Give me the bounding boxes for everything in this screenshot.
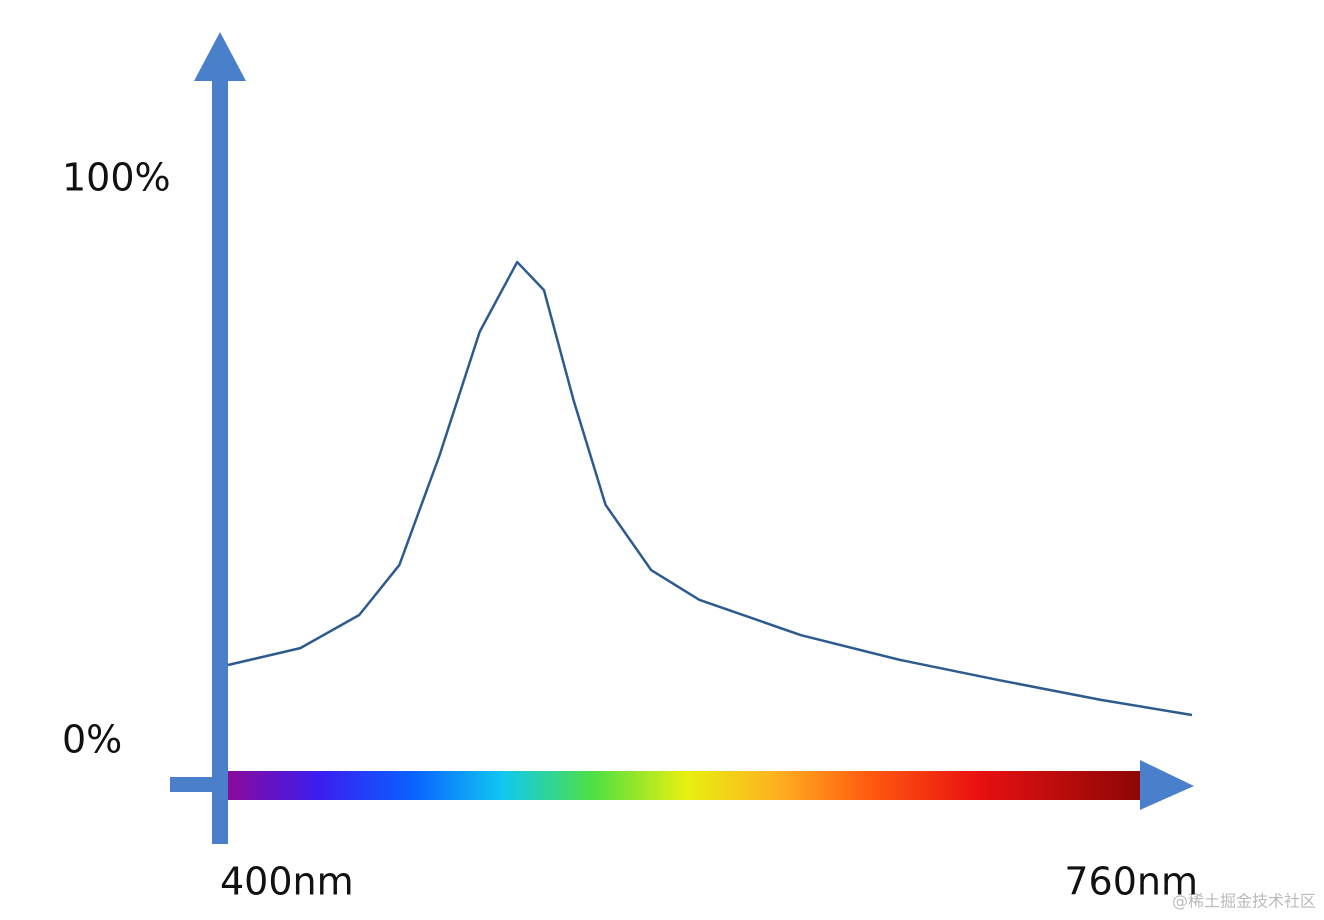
spectrum-line [227, 260, 1193, 717]
axis-stub [170, 777, 218, 792]
y-axis-arrow [194, 32, 246, 81]
x-axis-arrow [1140, 760, 1194, 810]
x-tick-label: 400nm [220, 860, 354, 904]
x-tick-label: 760nm [1064, 860, 1198, 904]
y-axis [212, 74, 228, 844]
watermark: @稀土掘金技术社区 [1172, 892, 1316, 911]
y-tick-label: 100% [62, 156, 171, 200]
spectrum-bar [228, 771, 1145, 800]
y-tick-label: 0% [62, 718, 122, 762]
